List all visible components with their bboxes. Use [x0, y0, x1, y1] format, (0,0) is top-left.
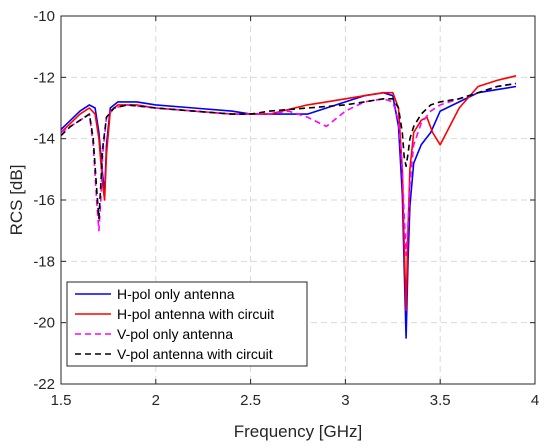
legend: H-pol only antenna H-pol antenna with cir…: [66, 281, 308, 367]
y-tick-label: -14: [33, 131, 55, 148]
y-tick-label: -20: [33, 315, 55, 332]
y-tick-label: -22: [33, 376, 55, 393]
y-tick-label: -16: [33, 192, 55, 209]
series-lines: [60, 75, 517, 339]
series-line-3: [60, 82, 517, 256]
x-tick-label: 3.5: [430, 392, 451, 409]
x-tick-label: 2: [152, 392, 160, 409]
series-line-2: [60, 75, 517, 312]
legend-entry-label: H-pol antenna with circuit: [117, 306, 274, 322]
x-tick-label: 4: [531, 392, 539, 409]
y-tick-label: -12: [33, 69, 55, 86]
axis-ticks: 1.5 2 2.5 3 3.5 4 -22 -20 -18 -16 -14 -12 -10: [33, 8, 539, 409]
x-tick-label: 3: [341, 392, 349, 409]
x-tick-label: 2.5: [240, 392, 261, 409]
legend-entry-label: V-pol antenna with circuit: [117, 346, 273, 362]
legend-entry-label: H-pol only antenna: [117, 286, 235, 302]
x-tick-label: 1.5: [51, 392, 72, 409]
y-tick-label: -18: [33, 253, 55, 270]
legend-box: [66, 281, 308, 367]
series-line-4: [60, 82, 517, 220]
legend-entry-label: V-pol only antenna: [117, 326, 233, 342]
x-axis-label: Frequency [GHz]: [234, 422, 363, 441]
y-axis-label: RCS [dB]: [7, 165, 26, 236]
y-tick-label: -10: [33, 8, 55, 25]
